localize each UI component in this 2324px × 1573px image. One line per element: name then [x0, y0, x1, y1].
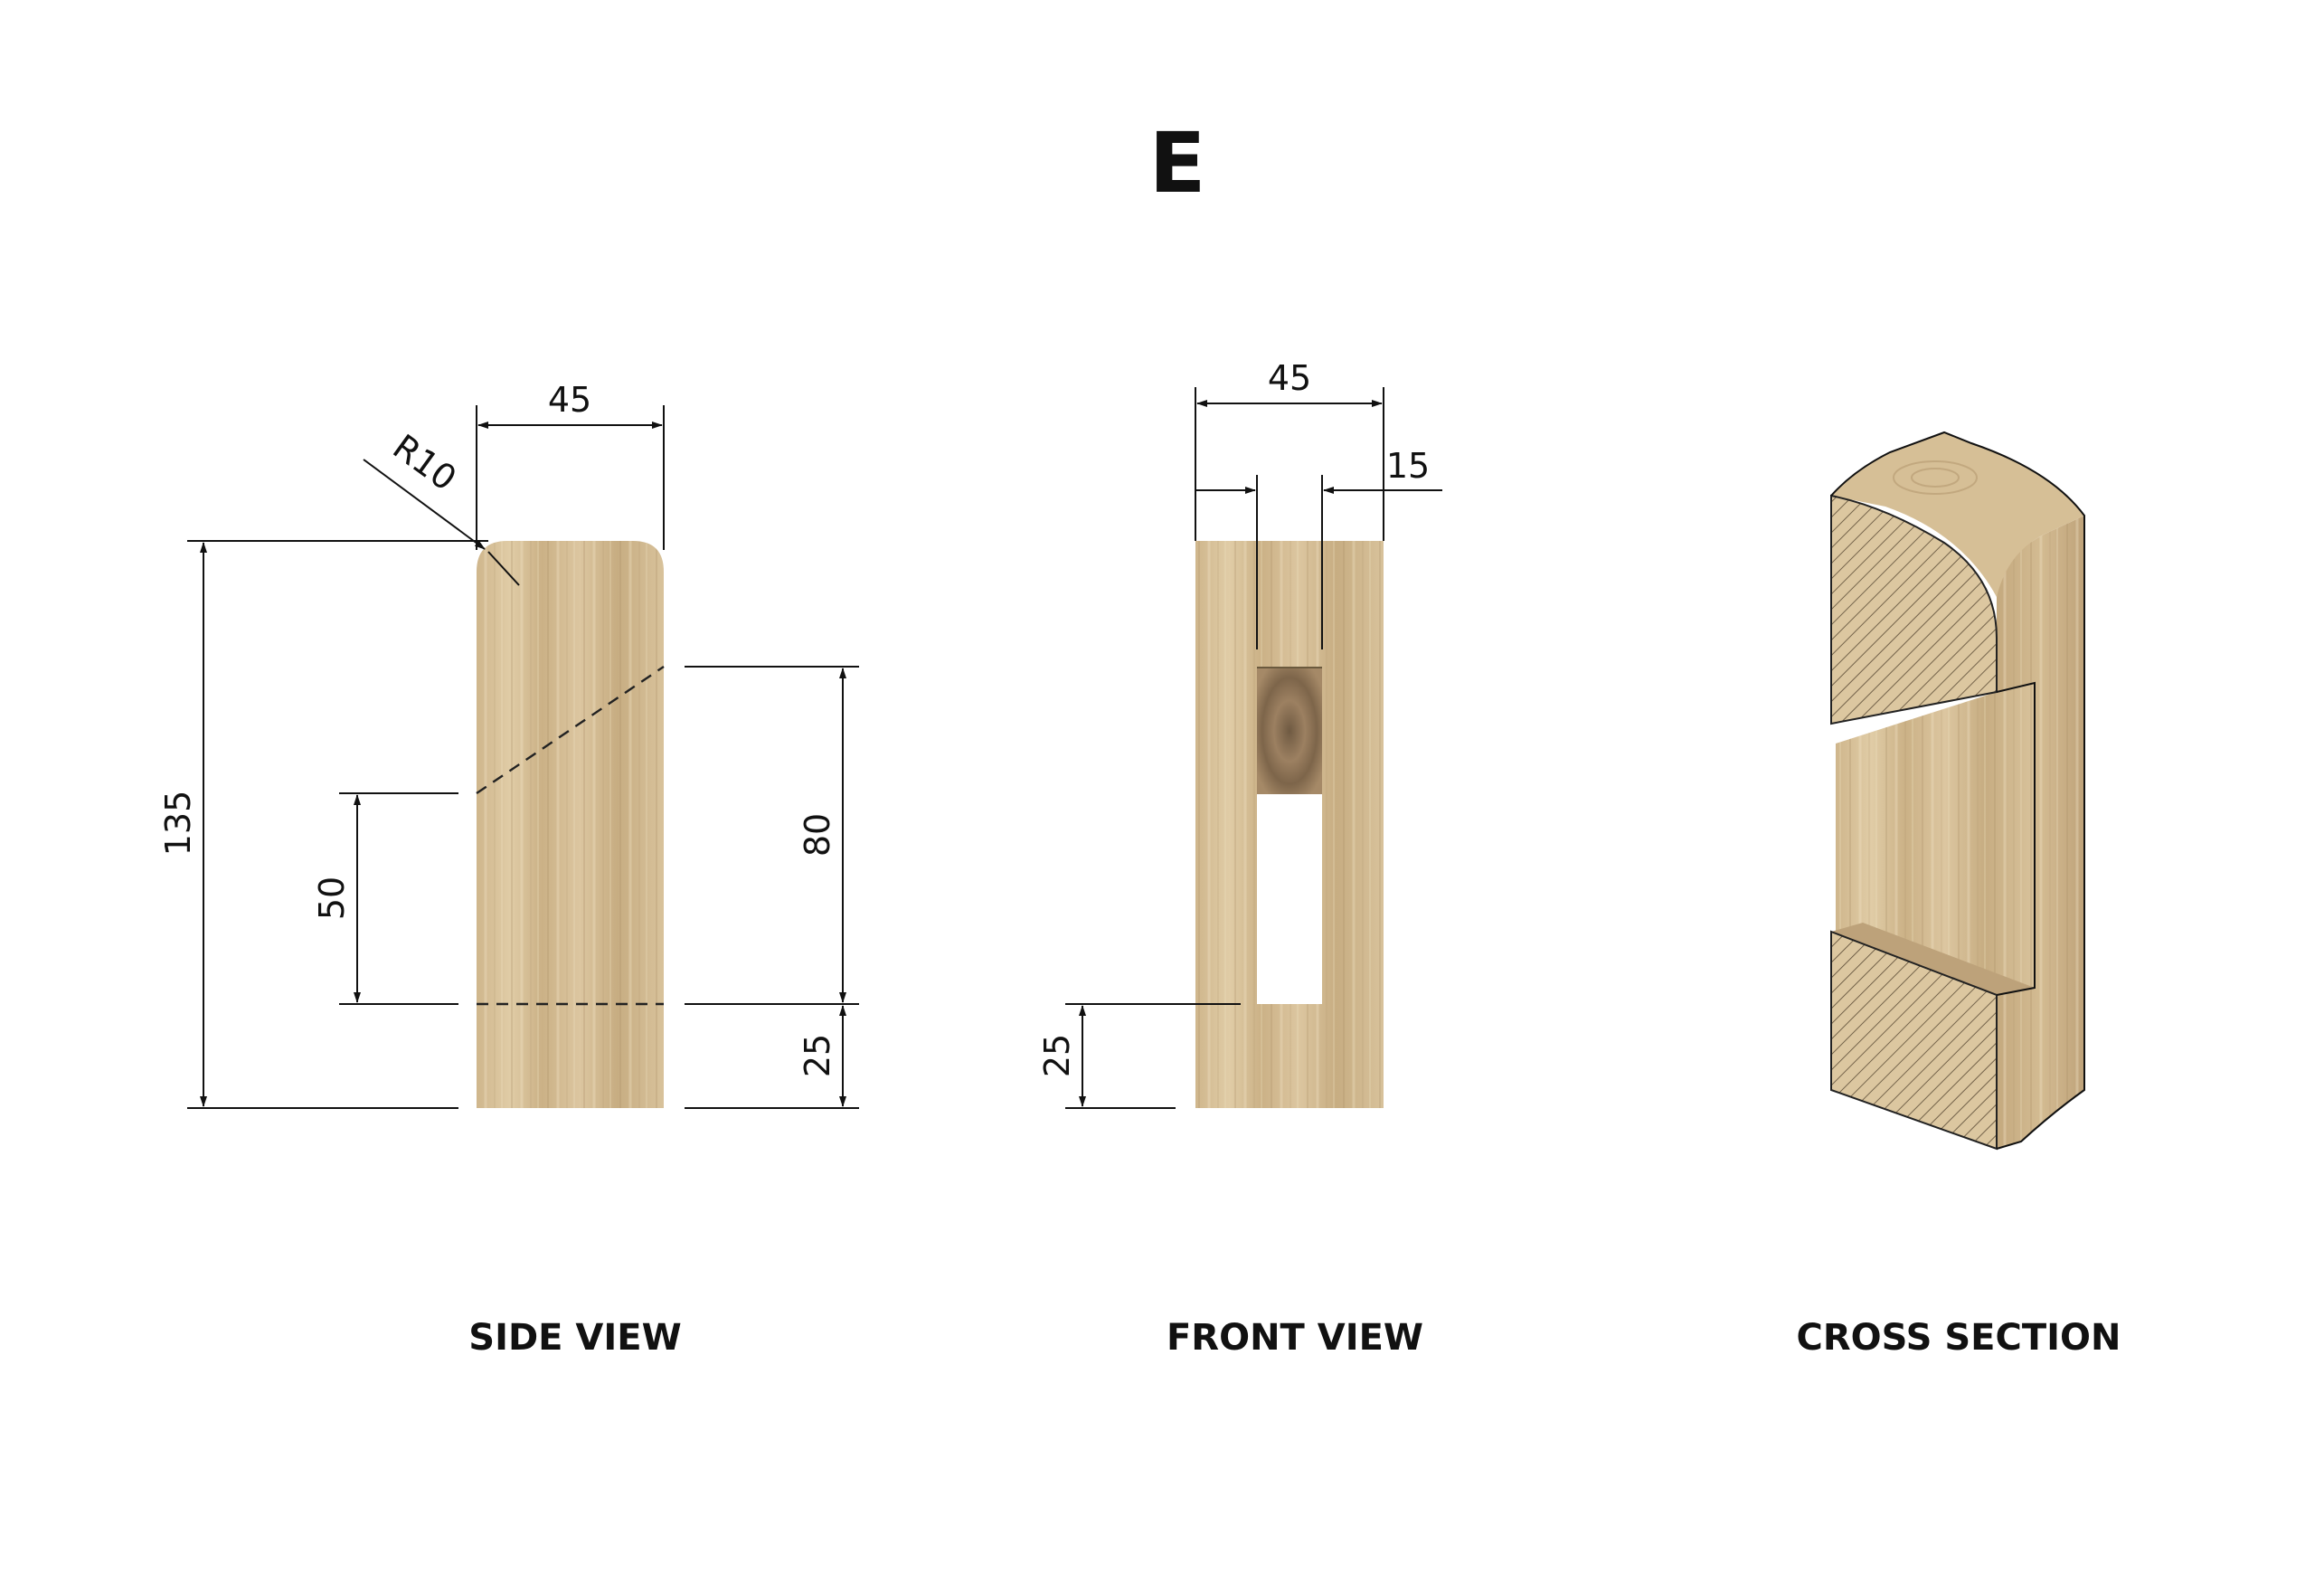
- side-height-dim: 135: [158, 791, 198, 857]
- cross-section-base-top: [1831, 923, 2035, 995]
- cross-section-caption: CROSS SECTION: [1796, 1317, 2121, 1359]
- cross-section: CROSS SECTION: [1796, 431, 2121, 1359]
- drawing-title: E: [1149, 115, 1206, 212]
- cross-section-upper-hatch: [1830, 494, 1998, 725]
- side-mortise-outer-dim: 80: [798, 813, 837, 857]
- side-view-caption: SIDE VIEW: [468, 1317, 681, 1359]
- front-base-dim: 25: [1037, 1034, 1077, 1077]
- front-view: 45 15 25 FRONT VIEW: [1037, 358, 1442, 1359]
- front-view-caption: FRONT VIEW: [1167, 1317, 1423, 1359]
- side-mortise-inner-dim: 50: [312, 877, 352, 920]
- front-width-dim: 45: [1268, 358, 1311, 398]
- radius-leader: [363, 459, 486, 550]
- side-view: 45 R10 135 50 80 25 SIDE VIEW: [158, 380, 859, 1359]
- front-slot-dim: 15: [1386, 446, 1430, 486]
- side-base-dim: 25: [798, 1034, 837, 1077]
- front-mortise-slot: [1257, 794, 1322, 1004]
- side-width-dim: 45: [548, 380, 591, 420]
- side-view-hidden-taper: [476, 666, 665, 794]
- front-mortise-end-grain: [1257, 668, 1322, 794]
- radius-dim: R10: [385, 427, 463, 499]
